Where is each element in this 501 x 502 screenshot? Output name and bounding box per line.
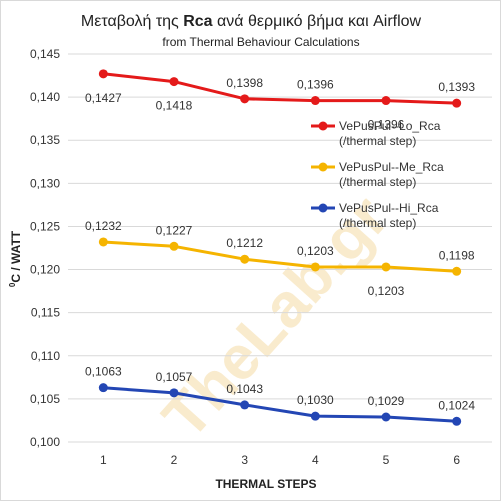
- chart-title-prefix: Μεταβολή της: [81, 13, 183, 30]
- chart-subtitle: from Thermal Behaviour Calculations: [162, 35, 359, 49]
- series: [98, 69, 462, 426]
- data-point: [169, 77, 179, 87]
- y-tick-label: 0,100: [30, 435, 60, 449]
- y-tick-label: 0,145: [30, 47, 60, 61]
- x-axis-label: THERMAL STEPS: [215, 477, 316, 491]
- data-label: 0,1212: [226, 236, 263, 250]
- data-point: [169, 241, 179, 251]
- series-line-1: [103, 72, 457, 105]
- data-label: 0,1203: [297, 244, 334, 258]
- chart-title: Μεταβολή της Rca ανά θερμικό βήμα και Ai…: [81, 13, 422, 30]
- data-point: [240, 254, 250, 264]
- grid: [68, 53, 492, 443]
- data-label: 0,1198: [439, 248, 475, 262]
- data-point: [240, 94, 250, 104]
- series-line-3: [103, 386, 457, 423]
- data-label: 0,1398: [226, 76, 263, 90]
- data-label: 0,1203: [368, 284, 405, 298]
- data-label: 0,1043: [226, 382, 263, 396]
- data-point: [381, 96, 391, 106]
- y-tick-label: 0,130: [30, 176, 60, 190]
- x-tick-label: 2: [171, 453, 178, 467]
- y-tick-label: 0,120: [30, 263, 60, 277]
- data-point: [98, 237, 108, 247]
- x-tick-label: 3: [241, 453, 248, 467]
- y-axis-label: 0C / WATT: [8, 230, 23, 287]
- data-labels: 0,1427 0,1418 0,1398 0,1396 0,1396 0,1393 0,12…: [85, 76, 475, 412]
- data-label: 0,1396: [297, 78, 334, 92]
- data-label: 0,1057: [156, 370, 193, 384]
- legend-label: VePusPul--Me_Rca: [339, 160, 444, 174]
- legend: VePusPul--Lo_Rca(/thermal step)VePusPul-…: [311, 119, 444, 230]
- data-point: [98, 383, 108, 393]
- data-label: 0,1029: [368, 394, 405, 408]
- data-point: [310, 411, 320, 421]
- data-point: [240, 400, 250, 410]
- data-point: [381, 262, 391, 272]
- data-label: 0,1030: [297, 393, 334, 407]
- data-label: 0,1418: [156, 99, 193, 113]
- data-label: 0,1024: [438, 398, 475, 412]
- chart-title-suffix: ανά θερμικό βήμα και Airflow: [213, 13, 422, 30]
- data-label: 0,1393: [438, 80, 475, 94]
- legend-sublabel: (/thermal step): [339, 216, 416, 230]
- legend-label: VePusPul--Lo_Rca: [339, 119, 441, 133]
- data-label: 0,1427: [85, 91, 122, 105]
- data-label: 0,1227: [156, 223, 193, 237]
- y-axis-ticks: 0,100 0,105 0,110 0,115 0,120 0,125 0,130 0,135…: [30, 47, 60, 449]
- y-axis-label-main: C / WATT: [9, 230, 23, 282]
- data-label: 0,1063: [85, 365, 122, 379]
- data-point: [98, 69, 108, 79]
- x-tick-label: 1: [100, 453, 107, 467]
- y-tick-label: 0,115: [31, 306, 60, 320]
- x-axis-ticks: 1 2 3 4 5 6: [100, 453, 460, 467]
- y-axis-label-superscript: 0: [8, 282, 17, 287]
- data-point: [169, 388, 179, 398]
- data-point: [310, 262, 320, 272]
- data-point: [452, 416, 462, 426]
- y-tick-label: 0,140: [30, 90, 60, 104]
- data-point: [452, 98, 462, 108]
- x-tick-label: 4: [312, 453, 319, 467]
- data-label: 0,1396: [368, 118, 405, 132]
- y-tick-label: 0,125: [30, 219, 60, 233]
- legend-label: VePusPul--Hi_Rca: [339, 201, 439, 215]
- data-point: [452, 266, 462, 276]
- legend-marker: [318, 121, 328, 131]
- y-tick-label: 0,135: [30, 133, 60, 147]
- data-point: [381, 412, 391, 422]
- legend-marker: [318, 203, 328, 213]
- x-tick-label: 6: [453, 453, 460, 467]
- x-tick-label: 5: [383, 453, 390, 467]
- y-tick-label: 0,110: [31, 349, 60, 363]
- legend-sublabel: (/thermal step): [339, 175, 416, 189]
- data-label: 0,1232: [85, 219, 122, 233]
- series-line-2: [103, 240, 457, 273]
- y-tick-label: 0,105: [30, 392, 60, 406]
- legend-sublabel: (/thermal step): [339, 134, 416, 148]
- chart-title-bold: Rca: [183, 13, 212, 30]
- data-point: [310, 96, 320, 106]
- legend-marker: [318, 162, 328, 172]
